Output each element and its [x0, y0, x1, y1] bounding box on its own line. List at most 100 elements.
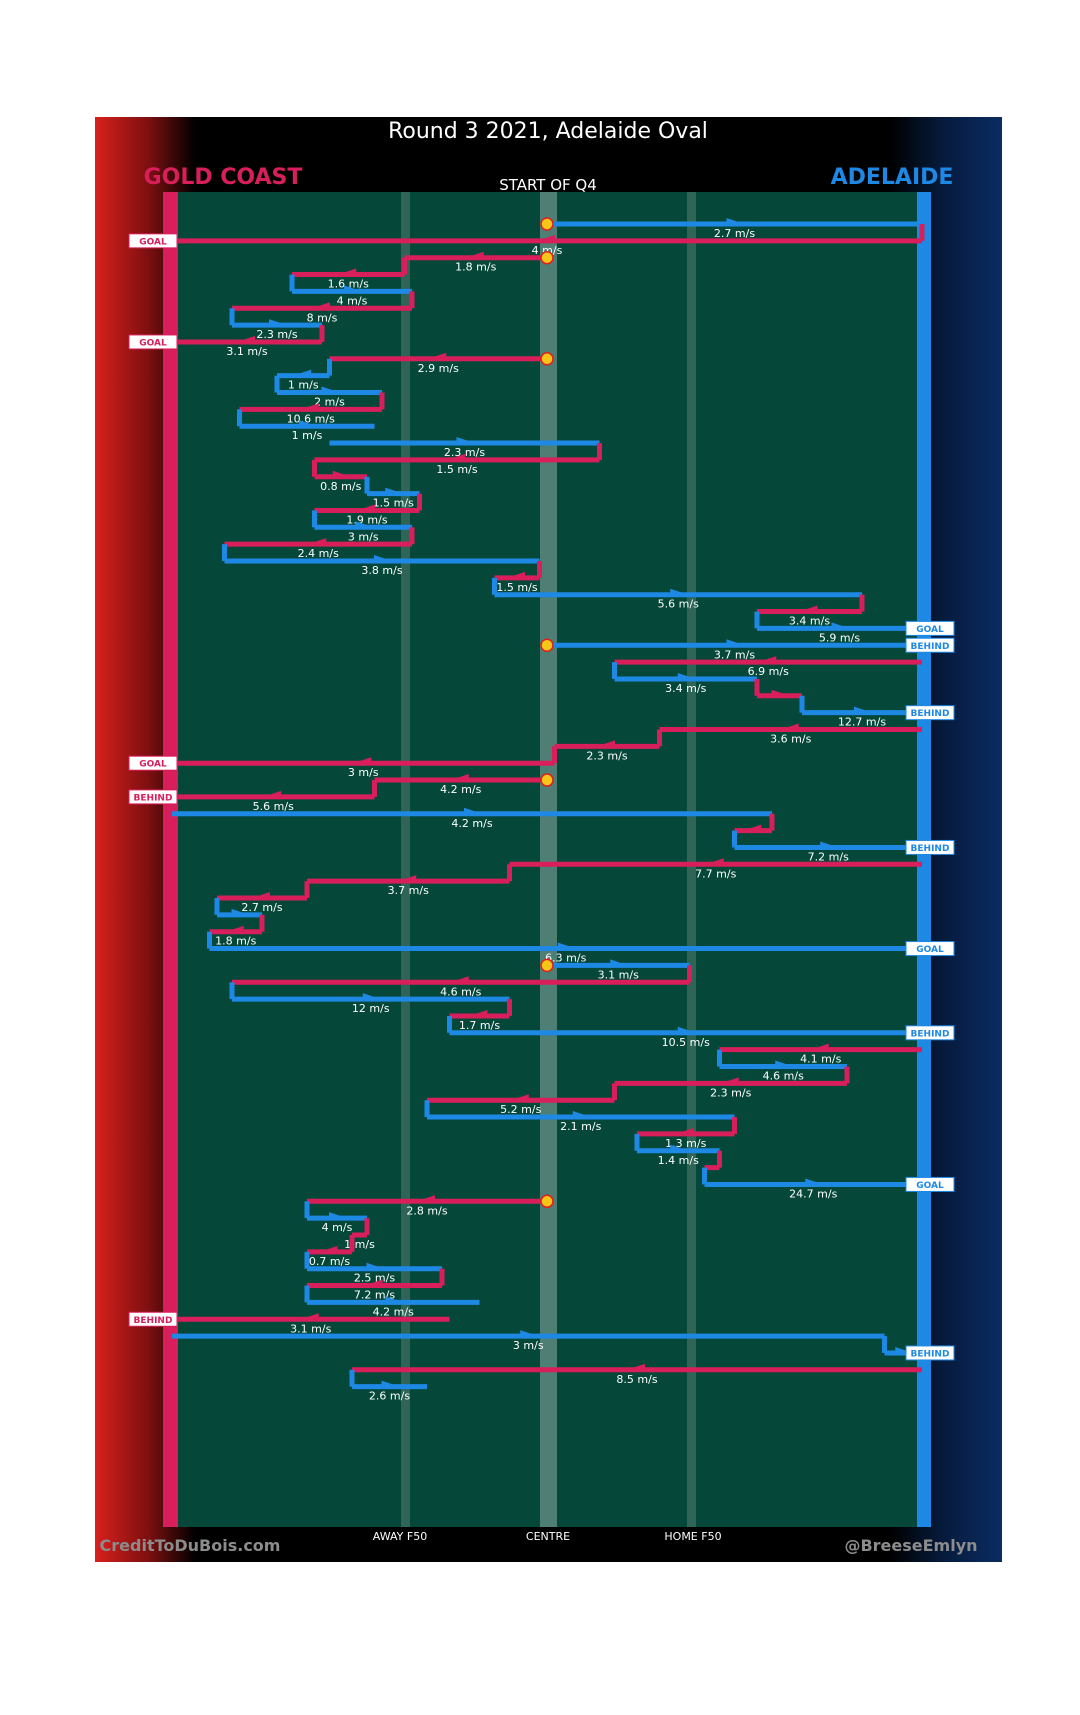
score-tag-label: BEHIND — [911, 844, 950, 854]
speed-label: 2.7 m/s — [241, 901, 282, 914]
speed-label: 1.9 m/s — [346, 513, 387, 526]
score-tag-label: GOAL — [916, 1181, 944, 1191]
chain-arrow — [799, 605, 818, 612]
home-score-tag — [905, 637, 955, 653]
speed-label: 1.7 m/s — [459, 1019, 500, 1032]
speed-label: 2.4 m/s — [298, 547, 339, 560]
chain-arrow — [670, 1144, 689, 1151]
score-tag-label: BEHIND — [911, 642, 950, 652]
speed-label: 1.8 m/s — [215, 935, 256, 948]
chain-arrow — [300, 403, 319, 410]
credit-left: CreditToDuBois.com — [100, 1536, 281, 1555]
away-goal-line — [163, 192, 178, 1527]
away-score-tag — [128, 789, 178, 805]
away-team-name: GOLD COAST — [144, 165, 303, 190]
section-label: START OF Q4 — [499, 176, 597, 194]
home-score-tag — [905, 620, 955, 636]
chain-arrow — [537, 234, 555, 241]
chain-arrow — [338, 268, 357, 275]
speed-label: 0.8 m/s — [320, 480, 361, 493]
chain-arrow — [428, 352, 447, 359]
chain-arrow — [456, 437, 475, 444]
chain-arrow — [507, 571, 525, 578]
chain-arrow — [450, 774, 469, 781]
chain-arrow — [805, 1178, 824, 1185]
tick-away-f50: AWAY F50 — [373, 1530, 427, 1543]
speed-label: 4.1 m/s — [800, 1053, 841, 1066]
home-score-tag — [905, 705, 955, 721]
score-tag-label: GOAL — [139, 237, 167, 247]
speed-label: 2.3 m/s — [710, 1086, 751, 1099]
speed-label: 2.6 m/s — [369, 1390, 410, 1403]
home-goal-line — [917, 192, 931, 1527]
speed-label: 4.2 m/s — [440, 783, 481, 796]
chain-arrow — [329, 1212, 347, 1219]
tick-home-f50: HOME F50 — [664, 1530, 721, 1543]
chart-title: Round 3 2021, Adelaide Oval — [388, 119, 708, 144]
chain-arrow — [332, 470, 351, 477]
chain-arrow — [225, 925, 244, 932]
speed-label: 6.9 m/s — [748, 665, 789, 678]
possession-chains: 2.7 m/s 4 m/s 1.8 m/s 1.6 m/s 4 m/s 8 m/s 2.3 … — [172, 217, 925, 1403]
speed-label: 2.7 m/s — [714, 227, 755, 240]
chain-arrow — [308, 538, 327, 545]
chain-arrow — [820, 841, 839, 848]
stoppage-marker — [540, 958, 554, 973]
speed-label: 3.7 m/s — [714, 648, 755, 661]
speed-label: 24.7 m/s — [789, 1187, 837, 1200]
away-score-tag — [128, 755, 178, 771]
speed-label: 3 m/s — [348, 766, 379, 779]
chain-arrow — [780, 723, 799, 730]
speed-label: 3.6 m/s — [770, 733, 811, 746]
chain-arrow — [374, 555, 392, 561]
chain-arrow — [572, 1111, 591, 1118]
chain-arrow — [417, 1195, 435, 1202]
speed-label: 2.8 m/s — [406, 1204, 447, 1217]
speed-label: 2.3 m/s — [586, 749, 627, 762]
score-tag-label: BEHIND — [911, 1029, 950, 1039]
chain-arrow — [231, 908, 250, 915]
score-tag-label: GOAL — [916, 945, 944, 955]
speed-label: 5.2 m/s — [500, 1103, 541, 1116]
speed-label: 3.4 m/s — [665, 682, 706, 695]
chain-arrow — [465, 251, 484, 258]
speed-label: 10.6 m/s — [287, 412, 335, 425]
speed-label: 0.7 m/s — [309, 1255, 350, 1268]
speed-label: 3.1 m/s — [598, 968, 639, 981]
speed-label: 4.6 m/s — [440, 985, 481, 998]
speed-label: 3.1 m/s — [290, 1322, 331, 1335]
speed-label: 2.5 m/s — [354, 1272, 395, 1285]
chain-arrow — [450, 976, 469, 983]
speed-label: 12 m/s — [352, 1002, 390, 1015]
chain-arrow — [726, 639, 745, 646]
speed-label: 12.7 m/s — [838, 716, 886, 729]
speed-label: 2.3 m/s — [256, 328, 297, 341]
speed-label: 3 m/s — [348, 530, 379, 543]
speed-label: 2.3 m/s — [444, 446, 485, 459]
speed-label: 7.7 m/s — [695, 867, 736, 880]
score-tag-label: BEHIND — [911, 1349, 950, 1359]
score-tag-label: BEHIND — [134, 793, 173, 803]
speed-label: 3.4 m/s — [789, 615, 830, 628]
chain-arrow — [344, 285, 362, 292]
chain-arrow — [510, 1094, 529, 1101]
chain-arrow — [775, 1060, 794, 1067]
chain-arrow — [385, 487, 404, 494]
speed-label: 1.4 m/s — [658, 1154, 699, 1167]
chain-arrow — [353, 757, 372, 764]
chain-arrow — [743, 824, 762, 831]
chain-arrow — [355, 521, 374, 528]
speed-label: 4.2 m/s — [451, 817, 492, 830]
chain-arrow — [357, 504, 375, 511]
speed-label: 4 m/s — [337, 294, 368, 307]
speed-label: 4 m/s — [532, 244, 563, 257]
chain-arrow — [447, 453, 465, 460]
chain-arrow — [831, 622, 850, 629]
chain-arrow — [610, 959, 629, 966]
speed-label: 3 m/s — [513, 1339, 544, 1352]
chain-arrow — [269, 319, 287, 326]
chain-arrow — [299, 420, 317, 427]
stoppage-marker — [540, 773, 554, 787]
speed-label: 1 m/s — [288, 379, 319, 392]
